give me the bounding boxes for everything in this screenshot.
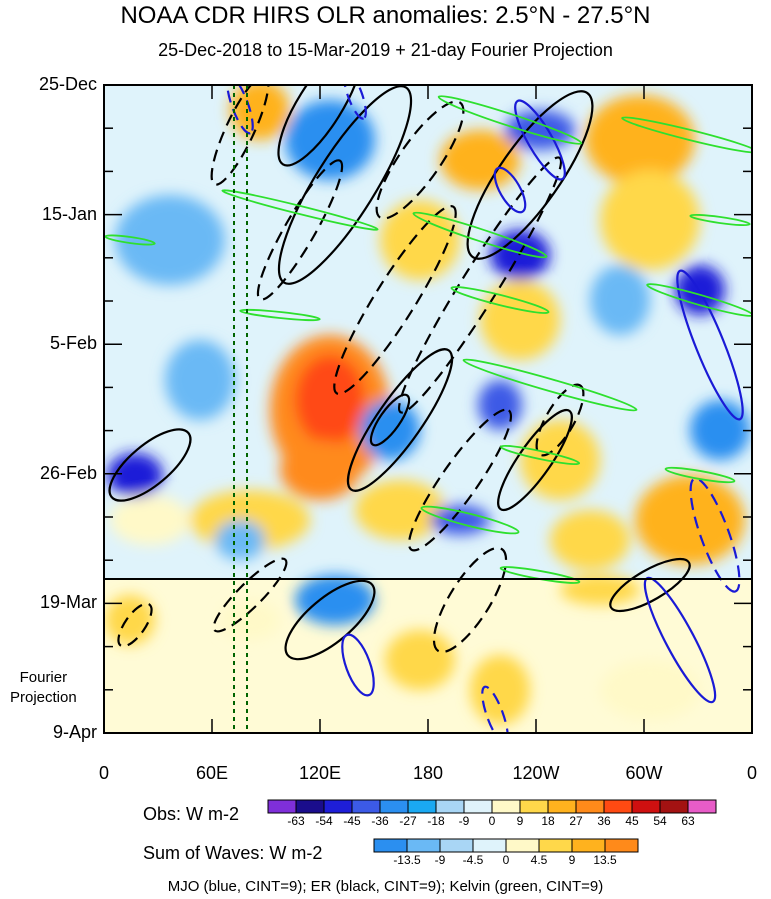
obs-colorbar-swatch <box>323 799 353 814</box>
obs-colorbar-swatch <box>687 799 717 814</box>
obs-colorbar-label: 54 <box>653 814 667 828</box>
wave-colorbar-swatch <box>505 838 540 853</box>
x-tick-label: 120W <box>512 763 560 783</box>
obs-colorbar-label: -36 <box>371 814 389 828</box>
wave-colorbar-swatch <box>604 838 639 853</box>
obs-colorbar-swatch <box>631 799 661 814</box>
y-tick-label: 19-Mar <box>39 592 97 613</box>
y-tick-label: 25-Dec <box>38 74 97 94</box>
wave-colorbar-swatch <box>373 838 408 853</box>
obs-colorbar-label: 63 <box>681 814 695 828</box>
x-tick-label: 180 <box>412 763 444 783</box>
obs-colorbar-swatch <box>491 799 521 814</box>
x-tick-label: 60W <box>625 763 663 783</box>
obs-colorbar-label: 9 <box>516 814 524 828</box>
projection-field-background <box>104 579 752 733</box>
obs-colorbar-label: -27 <box>399 814 417 828</box>
obs-colorbar-swatch <box>575 799 605 814</box>
obs-colorbar-swatch <box>295 799 325 814</box>
obs-colorbar-label: -9 <box>458 814 470 828</box>
obs-colorbar-label: 18 <box>541 814 555 828</box>
projection-label: Fourier Projection <box>10 668 77 708</box>
y-tick-label: 26-Feb <box>39 462 97 483</box>
obs-colorbar-label: -45 <box>343 814 361 828</box>
olr-anomaly-shading <box>105 85 750 725</box>
wave-colorbar-swatch <box>538 838 573 853</box>
kelvin-contours <box>104 95 752 584</box>
obs-colorbar-swatch <box>463 799 493 814</box>
wave-colorbar-label: -4.5 <box>462 853 484 867</box>
obs-field-background <box>104 85 752 579</box>
chart-title: NOAA CDR HIRS OLR anomalies: 2.5°N - 27.… <box>120 2 651 29</box>
x-tick-label: 0 <box>98 763 109 783</box>
obs-colorbar-label: 0 <box>488 814 496 828</box>
plot-frame <box>103 84 753 734</box>
wave-colorbar-label: 13.5 <box>593 853 617 867</box>
chart-subtitle: 25-Dec-2018 to 15-Mar-2019 + 21-day Four… <box>158 40 613 60</box>
obs-colorbar-label: -18 <box>427 814 445 828</box>
obs-colorbar-swatch <box>267 799 297 814</box>
mjo-contours-negative <box>226 85 741 733</box>
x-tick-label: 60E <box>195 763 229 783</box>
mjo-contours <box>341 99 744 704</box>
x-tick-label: 120E <box>298 763 342 783</box>
wave-colorbar-label: 4.5 <box>530 853 548 867</box>
projection-label-line2: Projection <box>10 689 77 706</box>
wave-colorbar-swatch <box>571 838 606 853</box>
wave-colorbar-label: -9 <box>434 853 446 867</box>
wave-colorbar-label: -13.5 <box>393 853 421 867</box>
obs-colorbar-swatch <box>519 799 549 814</box>
wave-colorbar-label: 9 <box>568 853 576 867</box>
y-tick-label: 9-Apr <box>52 722 97 742</box>
obs-colorbar-label: 36 <box>597 814 611 828</box>
obs-colorbar-label: -54 <box>315 814 333 828</box>
obs-colorbar-swatch <box>407 799 437 814</box>
wave-colorbar-label: 0 <box>502 853 510 867</box>
obs-colorbar-swatch <box>659 799 689 814</box>
wave-colorbar-title: Sum of Waves: W m-2 <box>143 843 323 863</box>
y-tick-label: 5-Feb <box>49 333 97 354</box>
obs-colorbar-swatch <box>379 799 409 814</box>
obs-colorbar-label: 27 <box>569 814 583 828</box>
y-tick-label: 15-Jan <box>41 203 97 224</box>
obs-colorbar-label: -63 <box>287 814 305 828</box>
er-wave-contours <box>108 85 691 661</box>
wave-colorbar-swatch <box>406 838 441 853</box>
obs-colorbar-swatch <box>603 799 633 814</box>
projection-label-line1: Fourier <box>19 669 68 686</box>
obs-colorbar-swatch <box>351 799 381 814</box>
obs-colorbar-title: Obs: W m-2 <box>143 804 240 824</box>
wave-colorbar-swatch <box>439 838 474 853</box>
wave-colorbar-swatch <box>472 838 507 853</box>
obs-colorbar-swatch <box>547 799 577 814</box>
footnote: MJO (blue, CINT=9); ER (black, CINT=9); … <box>167 878 604 895</box>
obs-colorbar-swatch <box>435 799 465 814</box>
obs-colorbar-label: 45 <box>625 814 639 828</box>
er-wave-contours-negative <box>117 85 585 654</box>
x-tick-label: 0 <box>746 763 757 783</box>
